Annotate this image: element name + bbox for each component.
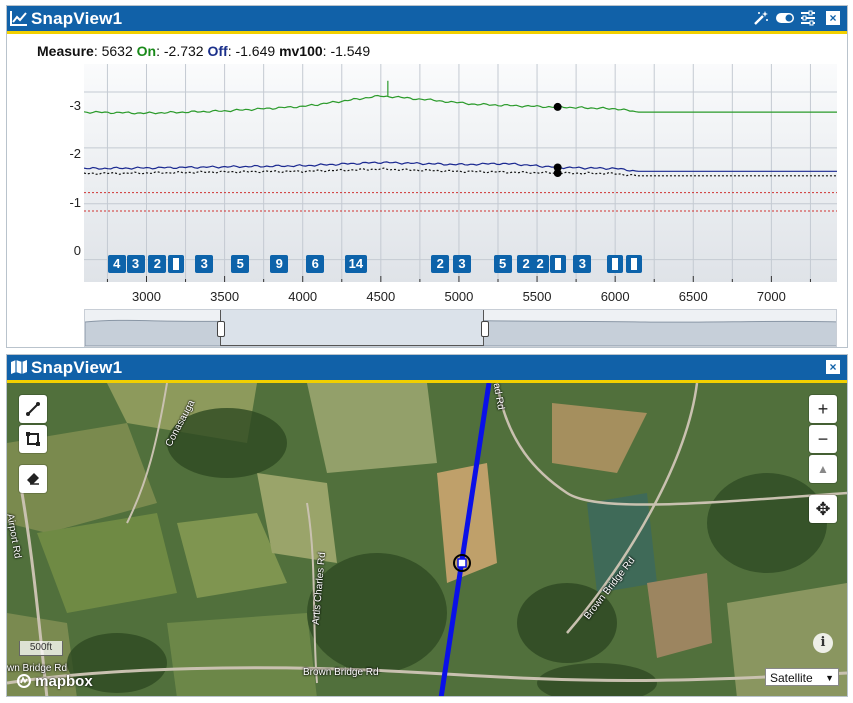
event-count-badge[interactable]: 3 bbox=[126, 255, 145, 273]
event-count-badge[interactable]: 2 bbox=[517, 255, 536, 273]
map-scale-bar: 500ft bbox=[19, 641, 63, 656]
chart-close-icon[interactable]: × bbox=[826, 11, 840, 25]
event-icon-badge[interactable] bbox=[168, 255, 185, 273]
range-navigator[interactable] bbox=[84, 309, 837, 347]
off-value: -1.649 bbox=[235, 43, 276, 59]
draw-line-icon[interactable] bbox=[19, 395, 47, 423]
series-line bbox=[83, 161, 837, 172]
x-tick-label: 6000 bbox=[600, 289, 630, 304]
dropdown-arrow-icon: ▼ bbox=[825, 673, 834, 683]
event-count-badge[interactable]: 3 bbox=[573, 255, 592, 273]
map-panel-title: SnapView1 bbox=[31, 358, 123, 377]
event-icon-badge[interactable] bbox=[549, 255, 566, 273]
event-icon-badge[interactable] bbox=[607, 255, 624, 273]
x-tick-label: 3000 bbox=[132, 289, 161, 304]
map-icon bbox=[11, 360, 27, 374]
event-count-badge[interactable]: 3 bbox=[195, 255, 214, 273]
navigator-selection[interactable] bbox=[220, 310, 484, 346]
navigator-right-handle[interactable] bbox=[481, 321, 489, 337]
event-count-badge[interactable]: 2 bbox=[431, 255, 450, 273]
x-tick-label: 7000 bbox=[756, 289, 786, 304]
measure-label: Measure bbox=[37, 43, 94, 59]
chart-panel: SnapView1 × Measure: 5632 On: -2.732 Off… bbox=[6, 5, 848, 348]
zoom-in-button[interactable]: + bbox=[809, 395, 837, 423]
x-tick-label: 5500 bbox=[522, 289, 552, 304]
mapbox-attribution: mapbox bbox=[35, 673, 93, 690]
measure-marker bbox=[553, 169, 562, 178]
event-count-badge[interactable]: 14 bbox=[344, 255, 367, 273]
on-value: -2.732 bbox=[163, 43, 204, 59]
zoom-out-button[interactable]: − bbox=[809, 425, 837, 453]
mapbox-logo-icon bbox=[17, 674, 31, 688]
x-tick-label: 5000 bbox=[444, 289, 474, 304]
mapbox-logo[interactable]: mapbox bbox=[17, 673, 93, 690]
y-tick-label: -2 bbox=[69, 146, 81, 161]
navigator-left-handle[interactable] bbox=[217, 321, 225, 337]
x-tick-label: 4000 bbox=[288, 289, 318, 304]
series-line bbox=[83, 167, 837, 177]
map-close-icon[interactable]: × bbox=[826, 360, 840, 374]
measure-marker bbox=[553, 163, 562, 172]
event-count-badge[interactable]: 2 bbox=[148, 255, 167, 273]
x-tick-label: 6500 bbox=[678, 289, 708, 304]
road-label-brown-bridge-rd-bottom: Brown Bridge Rd bbox=[303, 667, 379, 678]
event-count-badge[interactable]: 6 bbox=[306, 255, 325, 273]
line-chart-icon bbox=[10, 11, 27, 26]
event-count-badge[interactable]: 5 bbox=[493, 255, 512, 273]
map-imagery bbox=[7, 383, 847, 696]
x-tick-label: 3500 bbox=[210, 289, 240, 304]
sliders-icon[interactable] bbox=[800, 10, 816, 26]
measure-marker bbox=[553, 102, 562, 111]
event-icon-badge[interactable] bbox=[625, 255, 642, 273]
chart-svg bbox=[83, 64, 837, 282]
y-tick-label: -3 bbox=[69, 98, 81, 113]
off-label: Off bbox=[207, 43, 228, 59]
map-panel: SnapView1 × bbox=[6, 354, 848, 697]
pan-move-button[interactable]: ✥ bbox=[809, 495, 837, 523]
event-count-badge[interactable]: 4 bbox=[107, 255, 126, 273]
y-tick-label: 0 bbox=[73, 243, 81, 258]
series-line bbox=[83, 94, 837, 115]
magic-wand-icon[interactable] bbox=[753, 10, 769, 26]
map-panel-titlebar: SnapView1 × bbox=[7, 355, 847, 383]
base-layer-value: Satellite bbox=[770, 671, 813, 685]
eraser-icon[interactable] bbox=[19, 465, 47, 493]
y-tick-label: -1 bbox=[69, 195, 81, 210]
on-label: On bbox=[136, 43, 157, 59]
x-tick-label: 4500 bbox=[366, 289, 396, 304]
event-count-badge[interactable]: 9 bbox=[270, 255, 289, 273]
event-count-badge[interactable]: 3 bbox=[453, 255, 472, 273]
measure-readout: Measure: 5632 On: -2.732 Off: -1.649 mv1… bbox=[37, 43, 371, 59]
road-label-brown-bridge-rd-left: wn Bridge Rd bbox=[7, 663, 68, 674]
toggle-icon[interactable] bbox=[775, 10, 795, 26]
draw-rectangle-icon[interactable] bbox=[19, 425, 47, 453]
compass-button[interactable]: ▲ bbox=[809, 455, 837, 483]
mv100-value: -1.549 bbox=[330, 43, 371, 59]
chart-panel-title: SnapView1 bbox=[31, 9, 123, 28]
base-layer-select[interactable]: Satellite ▼ bbox=[765, 668, 839, 686]
measure-value: 5632 bbox=[101, 43, 133, 59]
mv100-label: mv100 bbox=[279, 43, 323, 59]
chart-panel-titlebar: SnapView1 × bbox=[7, 6, 847, 34]
event-count-badge[interactable]: 5 bbox=[231, 255, 250, 273]
satellite-map[interactable]: + − ▲ ✥ Airport Rd Conasauga Artis Charl… bbox=[7, 383, 847, 696]
event-count-badge[interactable]: 2 bbox=[531, 255, 550, 273]
chart-plot-area[interactable]: 4 3 2 3 5 9 6 14 2 3 5 2 2 3 bbox=[83, 64, 837, 282]
info-icon[interactable]: i bbox=[813, 633, 833, 653]
